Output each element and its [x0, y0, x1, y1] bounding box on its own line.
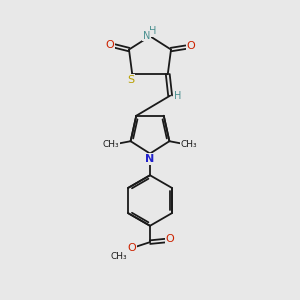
Text: CH₃: CH₃ — [111, 252, 128, 261]
Text: H: H — [149, 26, 156, 36]
Text: O: O — [166, 235, 175, 244]
Text: H: H — [174, 91, 182, 100]
Text: CH₃: CH₃ — [181, 140, 197, 149]
Text: N: N — [146, 154, 154, 164]
Text: S: S — [127, 75, 134, 85]
Text: CH₃: CH₃ — [103, 140, 119, 149]
Text: N: N — [143, 31, 150, 40]
Text: O: O — [187, 41, 196, 51]
Text: O: O — [106, 40, 114, 50]
Text: O: O — [128, 243, 136, 253]
